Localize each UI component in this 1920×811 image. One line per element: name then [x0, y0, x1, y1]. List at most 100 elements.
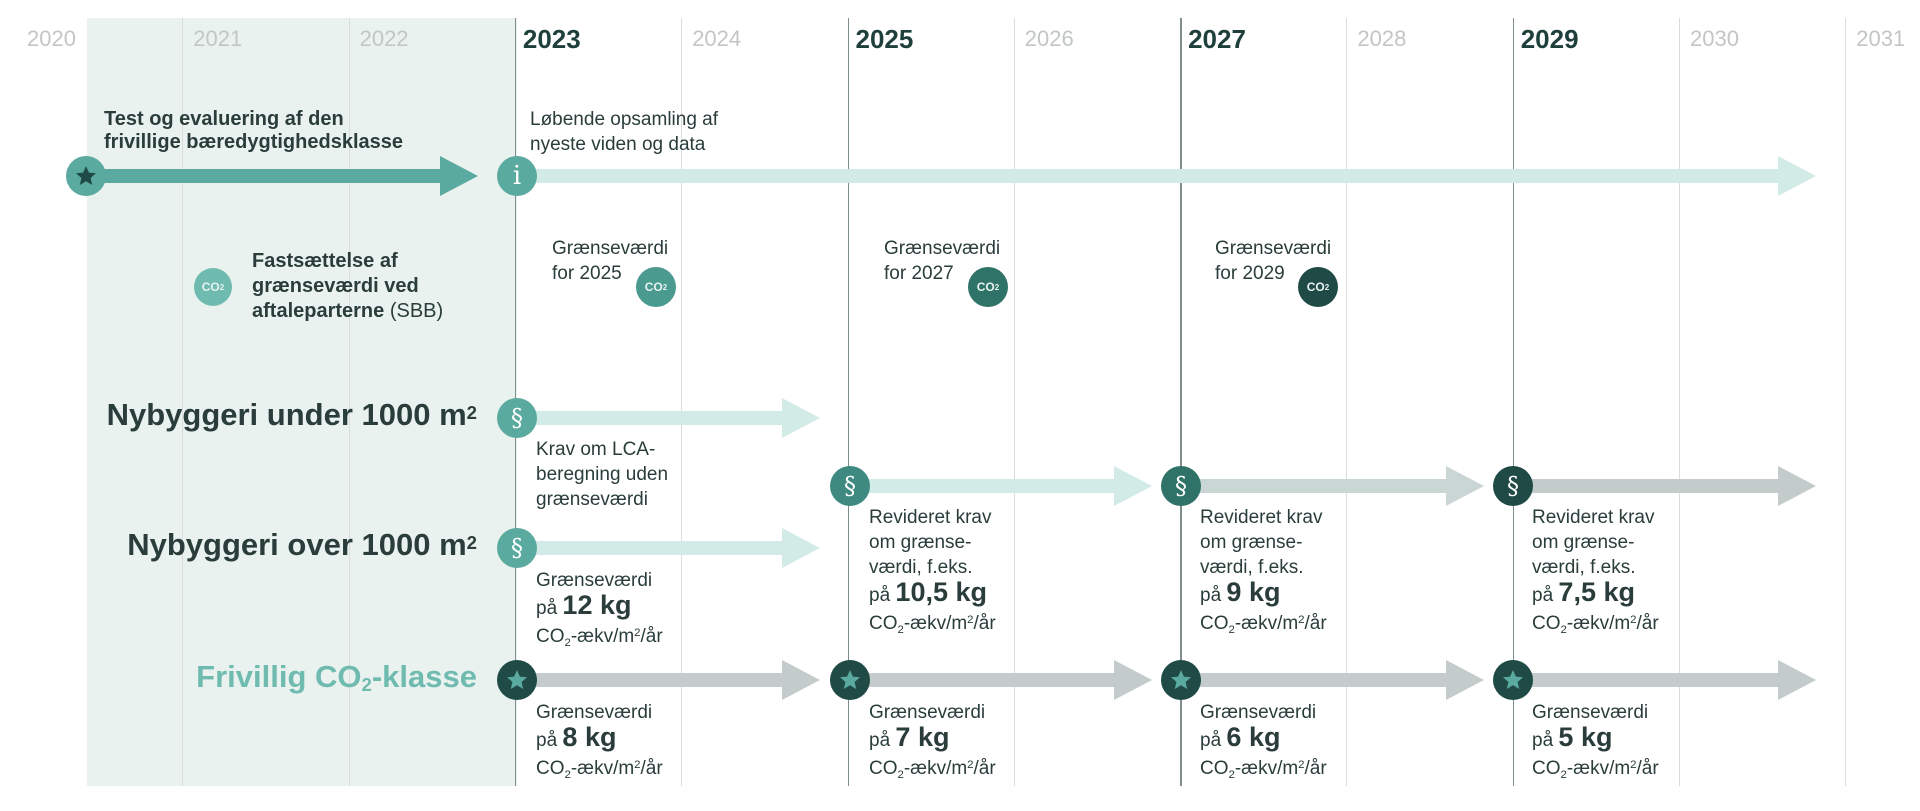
knowledge-arrow-head	[1778, 156, 1816, 196]
co2-sub: 2	[994, 282, 1000, 292]
over-limit-value: 12 kg	[562, 590, 632, 620]
unit-sup: 2	[967, 759, 974, 771]
unit-label: CO2-ækv/m2/år	[1532, 753, 1659, 788]
gridline-2022	[348, 18, 350, 786]
unit-sub: 2	[564, 769, 571, 781]
limit-set-2025-line1: Grænseværdi	[552, 238, 669, 259]
unit-mid: -ækv/m	[1234, 613, 1299, 634]
unit-pre: CO	[1200, 758, 1229, 779]
line-1: Revideret krav	[1200, 507, 1323, 528]
co2-icon: CO 2	[968, 267, 1008, 307]
unit-sup: 2	[1630, 614, 1637, 626]
revised-2025: Revideret krav om grænse- værdi, f.eks. …	[869, 505, 996, 643]
row-label-voluntary-sub: 2	[361, 674, 372, 695]
unit-post: /år	[973, 758, 996, 779]
test-phase-arrow-head	[440, 156, 478, 196]
unit-mid: -ækv/m	[903, 613, 968, 634]
unit-post: /år	[1636, 758, 1659, 779]
year-label-2026: 2026	[1024, 26, 1074, 51]
voluntary-2029: Grænseværdi på 5 kg CO2-ækv/m2/år	[1532, 700, 1659, 788]
limit-set-2025: Grænseværdi for 2025	[552, 236, 668, 286]
gridline-2027	[1180, 18, 1182, 786]
year-label-2023: 2023	[522, 24, 581, 54]
gridline-2025	[847, 18, 849, 786]
unit-pre: CO	[869, 613, 898, 634]
unit-post: /år	[1636, 613, 1659, 634]
over-limit-2023: Grænseværdi på 12 kg CO2-ækv/m2/år	[536, 568, 663, 656]
co2-icon: CO 2	[194, 268, 232, 306]
voluntary-value: 5 kg	[1558, 722, 1613, 752]
unit-mid: -ækv/m	[570, 758, 635, 779]
year-label-2024: 2024	[692, 26, 742, 51]
revised-arrow-2027-head	[1446, 466, 1484, 506]
unit-pre: CO	[1532, 758, 1561, 779]
unit-pre: CO	[869, 758, 898, 779]
paragraph-icon: §	[497, 398, 537, 438]
unit-sub: 2	[1560, 769, 1567, 781]
fastsaettelse-line2: grænseværdi ved	[252, 275, 419, 297]
year-label-2030: 2030	[1690, 26, 1739, 51]
year-label-2021: 2021	[193, 26, 243, 51]
unit-sub: 2	[564, 637, 571, 649]
voluntary-2027: Grænseværdi på 6 kg CO2-ækv/m2/år	[1200, 700, 1327, 788]
paragraph-icon: §	[497, 528, 537, 568]
info-icon: i	[497, 156, 537, 196]
unit-pre: CO	[536, 758, 565, 779]
year-label-2029: 2029	[1520, 24, 1579, 54]
over-limit-pa: på	[536, 598, 558, 619]
paragraph-icon: §	[1161, 466, 1201, 506]
co2-main: CO	[644, 280, 663, 294]
year-label-2027: 2027	[1188, 24, 1246, 54]
voluntary-arrow-2029-head	[1778, 660, 1816, 700]
knowledge-line1: Løbende opsamling af	[530, 109, 719, 130]
co2-badge-main: CO	[201, 280, 220, 294]
under-req-line1: Krav om LCA-	[536, 439, 656, 460]
co2-main: CO	[976, 280, 995, 294]
revised-arrow-2029-head	[1778, 466, 1816, 506]
paragraph-icon: §	[1493, 466, 1533, 506]
row-label-voluntary: Frivillig CO2-klasse	[196, 659, 477, 696]
gridline-2024	[681, 18, 683, 786]
co2-sub: 2	[662, 282, 668, 292]
star-icon	[1493, 660, 1533, 700]
year-label-2031: 2031	[1856, 26, 1906, 51]
revised-value: 10,5 kg	[895, 577, 987, 607]
unit-post: /år	[973, 613, 996, 634]
voluntary-arrow-2027-head	[1446, 660, 1484, 700]
under-arrow-head	[782, 398, 820, 438]
row-label-over-sup: 2	[466, 532, 477, 553]
limit-set-2027-line1: Grænseværdi	[884, 238, 1001, 259]
row-label-under-main: Nybyggeri under 1000 m	[106, 397, 467, 432]
over-limit-line1: Grænseværdi	[536, 570, 653, 591]
voluntary-2025: Grænseværdi på 7 kg CO2-ækv/m2/år	[869, 700, 996, 788]
unit-sup: 2	[634, 627, 641, 639]
voluntary-2023: Grænseværdi på 8 kg CO2-ækv/m2/år	[536, 700, 663, 788]
line-3: værdi, f.eks.	[1532, 557, 1636, 578]
row-label-voluntary-pre: Frivillig CO	[196, 659, 362, 694]
knowledge-label: Løbende opsamling af nyeste viden og dat…	[530, 107, 718, 157]
row-label-under-sup: 2	[466, 402, 477, 423]
row-label-over-main: Nybyggeri over 1000 m	[127, 527, 467, 562]
fastsaettelse-line1: Fastsættelse af	[252, 250, 398, 272]
test-phase-label: Test og evaluering af den frivillige bær…	[104, 108, 403, 154]
over-arrow-head	[782, 528, 820, 568]
unit-sup: 2	[1298, 759, 1305, 771]
gridline-2028	[1346, 18, 1348, 786]
unit-mid: -ækv/m	[570, 626, 635, 647]
gridline-2021	[182, 18, 184, 786]
year-label-2025: 2025	[855, 24, 914, 54]
unit-label: CO2-ækv/m2/år	[869, 608, 996, 643]
unit-post: /år	[1304, 613, 1327, 634]
star-icon	[497, 660, 537, 700]
voluntary-arrow-2023-head	[782, 660, 820, 700]
star-icon	[830, 660, 870, 700]
unit-post: /år	[1304, 758, 1327, 779]
line-3: værdi, f.eks.	[869, 557, 973, 578]
line-1: Grænseværdi	[536, 702, 653, 723]
unit-mid: -ækv/m	[1234, 758, 1299, 779]
unit-mid: -ækv/m	[1566, 613, 1631, 634]
unit-mid: -ækv/m	[903, 758, 968, 779]
row-label-over: Nybyggeri over 1000 m2	[127, 527, 477, 563]
co2-sub: 2	[1324, 282, 1330, 292]
